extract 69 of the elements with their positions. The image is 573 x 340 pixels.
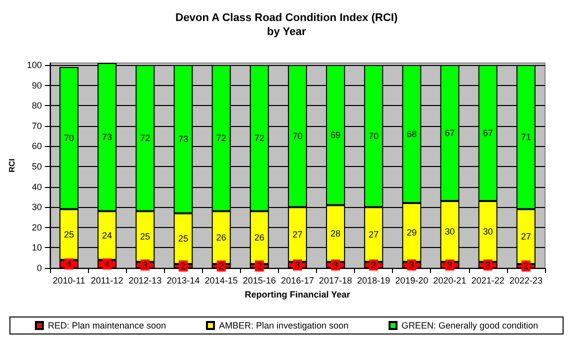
- data-label: 3: [409, 260, 414, 270]
- data-label: 25: [64, 230, 74, 240]
- data-label: 67: [482, 128, 493, 138]
- data-label: 2: [180, 260, 186, 271]
- y-tick-label: 60: [32, 141, 42, 152]
- data-label: 71: [520, 132, 531, 142]
- x-tick-label: 2022-23: [509, 276, 542, 286]
- data-label: 73: [102, 132, 112, 142]
- y-tick-label: 40: [32, 182, 42, 192]
- x-tick-label: 2015-16: [242, 276, 276, 286]
- x-tick-label: 2012-13: [128, 276, 162, 286]
- data-label: 2: [256, 260, 262, 271]
- y-tick-label: 80: [32, 100, 42, 111]
- x-tick-label: 2021-22: [471, 276, 504, 286]
- data-label: 70: [368, 131, 379, 142]
- data-label: 72: [216, 133, 226, 144]
- y-tick-label: 30: [32, 202, 42, 212]
- data-label: 25: [178, 234, 188, 244]
- y-tick-label: 70: [32, 120, 42, 131]
- x-tick-label: 2017-18: [319, 276, 352, 286]
- data-label: 67: [444, 128, 455, 138]
- data-label: 26: [216, 232, 226, 243]
- data-label: 68: [406, 129, 417, 140]
- y-tick-label: 20: [32, 222, 42, 232]
- data-label: 30: [444, 226, 455, 236]
- data-label: 27: [520, 232, 531, 242]
- legend-label: AMBER: Plan investigation soon: [218, 320, 349, 330]
- y-tick-label: 90: [32, 80, 42, 90]
- x-tick-label: 2010-11: [52, 276, 86, 286]
- data-label: 26: [254, 232, 264, 243]
- x-tick-label: 2016-17: [280, 276, 314, 286]
- data-label: 2: [523, 260, 528, 271]
- data-label: 70: [292, 131, 302, 142]
- data-label: 72: [140, 133, 150, 144]
- x-tick-label: 2013-14: [166, 276, 200, 286]
- data-label: 3: [294, 260, 300, 270]
- data-label: 3: [333, 260, 338, 270]
- x-axis-title: Reporting Financial Year: [244, 290, 351, 300]
- y-tick-label: 10: [32, 242, 42, 253]
- data-label: 69: [330, 130, 341, 140]
- data-label: 29: [406, 227, 417, 238]
- y-tick-label: 50: [32, 162, 42, 172]
- data-label: 30: [482, 226, 493, 236]
- data-label: 73: [178, 134, 188, 144]
- y-axis-title: RCI: [8, 158, 16, 172]
- data-label: 4: [66, 258, 72, 269]
- legend-label: RED: Plan maintenance soon: [48, 320, 166, 330]
- data-label: 4: [104, 258, 110, 269]
- chart-title: Devon A Class Road Condition Index (RCI) by Year: [175, 12, 398, 38]
- data-label: 27: [292, 230, 302, 240]
- data-label: 28: [330, 228, 341, 238]
- x-tick-label: 2020-21: [433, 276, 466, 286]
- y-tick-label: 0: [36, 263, 42, 273]
- data-label: 27: [368, 230, 379, 240]
- data-label: 70: [64, 133, 74, 144]
- x-tick-label: 2014-15: [204, 276, 238, 286]
- data-label: 3: [371, 260, 376, 270]
- data-label: 3: [142, 260, 148, 270]
- data-label: 3: [447, 260, 452, 270]
- data-label: 72: [254, 133, 264, 144]
- x-tick-label: 2018-19: [357, 276, 390, 286]
- x-tick-label: 2011-12: [90, 276, 124, 286]
- data-label: 24: [102, 230, 112, 241]
- legend-label: GREEN: Generally good condition: [402, 320, 538, 330]
- y-tick-label: 100: [26, 60, 42, 70]
- x-tick-label: 2019-20: [395, 276, 428, 286]
- data-label: 2: [218, 260, 224, 271]
- data-label: 25: [140, 232, 150, 242]
- data-label: 3: [485, 260, 490, 270]
